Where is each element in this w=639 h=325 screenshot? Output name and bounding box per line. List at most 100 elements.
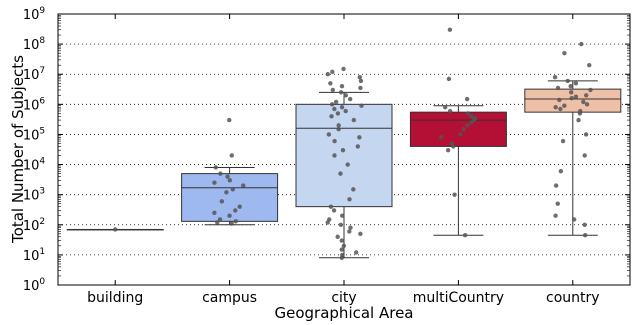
data-point bbox=[340, 147, 346, 153]
data-point bbox=[555, 201, 560, 206]
data-point bbox=[340, 213, 345, 218]
x-tick-label: campus bbox=[202, 290, 257, 306]
y-tick-label: 107 bbox=[23, 66, 45, 83]
y-tick-label: 105 bbox=[23, 126, 45, 143]
data-point bbox=[225, 174, 230, 179]
data-point bbox=[452, 192, 457, 197]
data-point bbox=[339, 105, 345, 110]
data-point bbox=[581, 99, 586, 105]
data-point bbox=[358, 231, 363, 237]
data-point bbox=[357, 74, 363, 80]
data-point bbox=[113, 227, 118, 232]
data-point bbox=[341, 243, 347, 249]
data-point bbox=[335, 234, 340, 239]
data-point bbox=[217, 217, 223, 222]
data-point bbox=[212, 210, 217, 215]
x-tick-label: building bbox=[87, 290, 143, 306]
data-point bbox=[351, 187, 356, 192]
data-point bbox=[462, 233, 468, 238]
data-point bbox=[347, 96, 353, 102]
data-point bbox=[227, 117, 232, 123]
data-point bbox=[330, 69, 335, 75]
x-tick-label: city bbox=[331, 290, 356, 306]
y-tick-label: 104 bbox=[23, 157, 46, 174]
data-point bbox=[329, 114, 334, 119]
box-country bbox=[524, 88, 622, 113]
box-city bbox=[295, 103, 393, 208]
data-point bbox=[469, 114, 474, 119]
y-axis-title: Total Number of Subjects bbox=[9, 55, 27, 244]
data-point bbox=[562, 50, 567, 56]
data-point bbox=[233, 208, 238, 213]
data-point bbox=[212, 180, 217, 185]
data-point bbox=[461, 126, 466, 132]
data-point bbox=[219, 199, 225, 204]
data-point bbox=[227, 178, 233, 183]
data-point bbox=[329, 102, 335, 107]
data-point bbox=[576, 117, 581, 123]
data-point bbox=[553, 213, 558, 218]
x-tick-label: country bbox=[546, 290, 600, 306]
data-point bbox=[339, 255, 345, 261]
data-point bbox=[336, 123, 341, 128]
data-point bbox=[469, 120, 474, 125]
data-point bbox=[565, 78, 570, 84]
data-point bbox=[332, 106, 337, 112]
data-point bbox=[229, 221, 234, 226]
data-point bbox=[439, 135, 444, 140]
data-point bbox=[582, 153, 587, 158]
data-point bbox=[326, 132, 332, 137]
data-point bbox=[582, 233, 588, 238]
data-point bbox=[579, 41, 584, 47]
data-point bbox=[577, 111, 583, 116]
data-point bbox=[213, 165, 218, 170]
y-tick-label: 109 bbox=[23, 6, 46, 23]
y-tick-label: 108 bbox=[23, 36, 46, 53]
data-point bbox=[325, 72, 331, 77]
data-point bbox=[353, 250, 359, 255]
data-point bbox=[230, 187, 236, 192]
data-point bbox=[447, 27, 453, 32]
data-point bbox=[325, 220, 330, 225]
data-point bbox=[358, 78, 364, 84]
y-tick-label: 100 bbox=[23, 277, 46, 294]
data-point bbox=[458, 132, 463, 137]
data-point bbox=[588, 87, 593, 93]
data-point bbox=[328, 204, 334, 209]
data-point bbox=[446, 76, 452, 82]
data-point bbox=[582, 222, 587, 227]
data-point bbox=[555, 85, 561, 91]
data-point bbox=[568, 84, 573, 89]
data-point bbox=[573, 81, 579, 86]
data-point bbox=[332, 138, 337, 144]
data-point bbox=[347, 229, 352, 234]
data-point bbox=[336, 126, 341, 132]
data-point bbox=[562, 103, 567, 108]
data-point bbox=[351, 117, 357, 123]
data-point bbox=[584, 93, 589, 98]
data-point bbox=[359, 103, 364, 108]
data-point bbox=[331, 208, 337, 213]
data-point bbox=[330, 87, 336, 93]
y-tick-label: 102 bbox=[23, 217, 45, 234]
data-point bbox=[558, 169, 564, 174]
data-point bbox=[553, 183, 559, 188]
data-point bbox=[358, 85, 363, 91]
data-point bbox=[553, 105, 558, 110]
data-point bbox=[338, 222, 344, 227]
data-point bbox=[215, 220, 220, 225]
y-tick-label: 103 bbox=[23, 187, 45, 204]
data-point bbox=[339, 84, 345, 89]
data-point bbox=[233, 219, 238, 224]
data-point bbox=[573, 94, 579, 99]
data-point bbox=[357, 135, 362, 140]
data-point bbox=[332, 153, 337, 158]
data-point bbox=[339, 238, 344, 243]
data-point bbox=[227, 213, 232, 218]
data-point bbox=[451, 144, 456, 149]
data-point bbox=[447, 108, 453, 114]
data-point bbox=[569, 95, 574, 101]
data-point bbox=[583, 132, 589, 137]
data-point bbox=[229, 153, 234, 158]
